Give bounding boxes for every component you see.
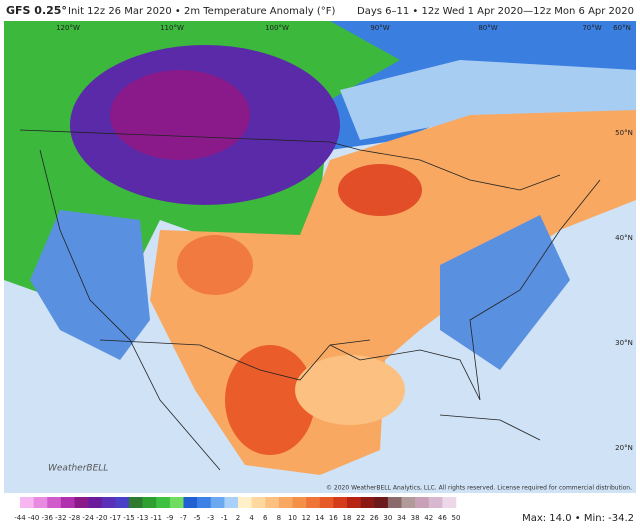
colorbar-label: 6: [263, 514, 268, 522]
longitude-label: 60°N: [613, 24, 631, 32]
colorbar-label: -20: [96, 514, 107, 522]
latitude-label: 50°N: [615, 129, 633, 137]
border-line: [19, 129, 561, 191]
warm-core: [225, 345, 315, 455]
colorbar-label: -3: [207, 514, 214, 522]
colorbar-label: -7: [180, 514, 187, 522]
colorbar-label: -5: [194, 514, 201, 522]
coastline: [39, 149, 221, 471]
colorbar-label: 46: [438, 514, 447, 522]
colorbar-label: -1: [221, 514, 228, 522]
colorbar-label: 4: [249, 514, 254, 522]
colorbar-label: 34: [397, 514, 406, 522]
latitude-label: 20°N: [615, 444, 633, 452]
logo: WeatherBELL: [48, 464, 108, 474]
color-swatch: [183, 497, 198, 508]
colorbar-label: 26: [370, 514, 379, 522]
colorbar-label: 2: [236, 514, 240, 522]
model-name: GFS 0.25°: [6, 4, 67, 17]
gulf-area: [295, 355, 405, 425]
colorbar-label: 16: [329, 514, 338, 522]
period: Days 6–11 • 12z Wed 1 Apr 2020—12z Mon 6…: [357, 6, 634, 17]
blue-east: [440, 215, 570, 370]
colorbar-label: -9: [166, 514, 173, 522]
latitude-label: 30°N: [615, 339, 633, 347]
longitude-label: 120°W: [56, 24, 80, 32]
colorbar-label: 22: [356, 514, 365, 522]
color-swatch: [197, 497, 212, 508]
color-swatch: [156, 497, 171, 508]
colorbar-label: 14: [315, 514, 324, 522]
color-swatch: [47, 497, 62, 508]
colorbar-label: 38: [411, 514, 420, 522]
border-line: [99, 339, 371, 381]
coastline: [329, 179, 601, 401]
colorbar-label: 12: [302, 514, 311, 522]
stats: Max: 14.0 • Min: -34.2: [522, 513, 634, 524]
color-swatch: [374, 497, 389, 508]
color-swatch: [333, 497, 348, 508]
color-swatch: [347, 497, 361, 508]
color-swatch: [428, 497, 443, 508]
light-blue-region: [340, 60, 636, 140]
colorbar-label: 30: [383, 514, 392, 522]
colorbar-label: 50: [452, 514, 461, 522]
colorbar-label: -24: [82, 514, 94, 522]
longitude-label: 80°W: [478, 24, 497, 32]
chart-title: Init 12z 26 Mar 2020 • 2m Temperature An…: [68, 6, 335, 17]
color-swatch: [387, 497, 402, 508]
colorbar-label: -13: [137, 514, 148, 522]
color-swatch: [33, 497, 48, 508]
color-swatch: [60, 497, 75, 508]
color-swatch: [210, 497, 225, 508]
color-swatch: [306, 497, 321, 508]
copyright: © 2020 WeatherBELL Analytics, LLC. All r…: [326, 485, 632, 492]
color-swatch: [224, 497, 239, 508]
longitude-label: 100°W: [265, 24, 289, 32]
color-swatch: [251, 497, 266, 508]
colorbar-label: 42: [424, 514, 433, 522]
colorbar: -44 -40 -36 -32 -28 -24 -20 -17 -15 -13 -11 -9 -7 -5-…: [14, 497, 460, 522]
colorbar-label: -32: [55, 514, 66, 522]
warm-core: [338, 164, 422, 216]
color-swatch: [278, 497, 293, 508]
colorbar-label: 10: [288, 514, 297, 522]
colorbar-label: -44: [14, 514, 26, 522]
color-swatch: [265, 497, 280, 508]
colorbar-label: -40: [28, 514, 39, 522]
color-swatch: [74, 497, 89, 508]
warm-core: [177, 235, 253, 295]
colorbar-label: -15: [123, 514, 134, 522]
color-swatch: [129, 497, 143, 508]
colorbar-label: -36: [42, 514, 54, 522]
color-swatch: [169, 497, 184, 508]
color-swatch: [292, 497, 307, 508]
colorbar-label: 8: [277, 514, 281, 522]
color-swatch: [115, 497, 130, 508]
colorbar-label: -11: [151, 514, 162, 522]
latitude-label: 40°N: [615, 234, 633, 242]
magenta-region: [110, 70, 250, 160]
color-swatch: [442, 497, 457, 508]
coastline: [439, 414, 541, 441]
colorbar-label: 18: [343, 514, 352, 522]
color-swatch: [415, 497, 430, 508]
borders: [19, 129, 601, 471]
color-swatch: [238, 497, 252, 508]
blue-west: [30, 210, 150, 360]
colorbar-label: -28: [69, 514, 80, 522]
color-swatch: [88, 497, 103, 508]
color-swatch: [142, 497, 157, 508]
longitude-label: 110°W: [160, 24, 184, 32]
color-swatch: [101, 497, 116, 508]
color-swatch: [401, 497, 416, 508]
color-swatch: [20, 497, 34, 508]
color-swatch: [360, 497, 375, 508]
map: 120°W 110°W 100°W 90°W 80°W 70°W 60°N 50°N 40°N 3…: [4, 21, 636, 493]
colorbar-label: -17: [110, 514, 121, 522]
longitude-label: 90°W: [370, 24, 389, 32]
longitude-label: 70°W: [582, 24, 601, 32]
color-swatch: [319, 497, 334, 508]
